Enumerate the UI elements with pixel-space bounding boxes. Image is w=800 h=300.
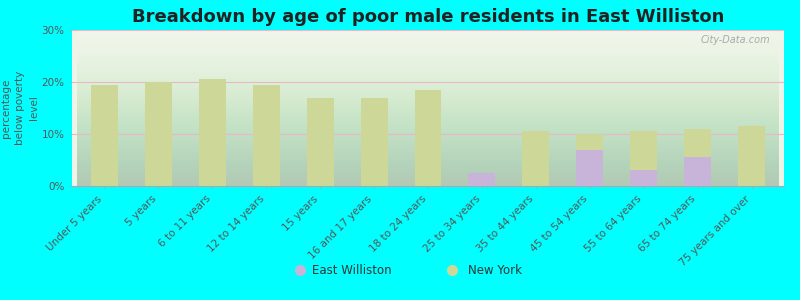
Bar bbox=[576, 150, 603, 186]
Bar bbox=[684, 129, 711, 186]
Bar bbox=[253, 85, 280, 186]
Bar bbox=[145, 82, 172, 186]
Bar bbox=[684, 158, 711, 186]
Text: New York: New York bbox=[468, 263, 522, 277]
Bar bbox=[738, 126, 765, 186]
Text: City-Data.com: City-Data.com bbox=[700, 35, 770, 45]
Text: East Williston: East Williston bbox=[312, 263, 392, 277]
Bar bbox=[198, 80, 226, 186]
Bar bbox=[630, 170, 658, 186]
Bar bbox=[306, 98, 334, 186]
Title: Breakdown by age of poor male residents in East Williston: Breakdown by age of poor male residents … bbox=[132, 8, 724, 26]
Bar bbox=[630, 131, 658, 186]
Bar bbox=[414, 90, 442, 186]
Bar bbox=[522, 131, 550, 186]
Bar bbox=[576, 134, 603, 186]
Bar bbox=[91, 85, 118, 186]
Bar bbox=[361, 98, 387, 186]
Y-axis label: percentage
below poverty
level: percentage below poverty level bbox=[1, 71, 38, 145]
Bar bbox=[469, 173, 495, 186]
